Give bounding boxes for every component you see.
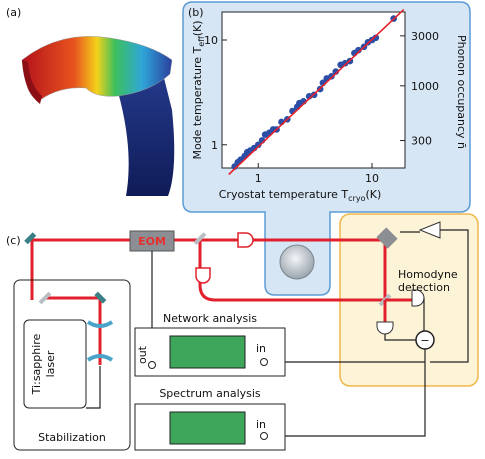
y-title-sub: eff bbox=[197, 36, 206, 47]
laser-label: Ti:sapphire bbox=[30, 333, 43, 395]
port-label: out bbox=[136, 345, 149, 364]
wire bbox=[86, 366, 100, 408]
figure: (a) (b) 1 10 1 10 300 1000 3000 Cryostat tempe… bbox=[0, 0, 485, 459]
isolator bbox=[196, 268, 210, 283]
x-tick-label: 1 bbox=[255, 172, 262, 185]
isolator bbox=[238, 233, 253, 247]
cryostat-window bbox=[280, 245, 314, 279]
y2-tick-label: 1000 bbox=[411, 80, 439, 93]
screen bbox=[170, 336, 245, 368]
homodyne-label: Homodyne bbox=[398, 268, 458, 281]
homodyne-label: detection bbox=[398, 281, 450, 294]
port-label: in bbox=[256, 342, 266, 355]
y-title-text: Mode temperature T bbox=[191, 46, 204, 159]
panel-a: (a) bbox=[6, 6, 174, 196]
y2-tick-label: 3000 bbox=[411, 30, 439, 43]
spectrum-title: Spectrum analysis bbox=[159, 387, 261, 400]
y-tick-label: 1 bbox=[211, 139, 218, 152]
y2-axis-title: Phonon occupancy n̄ bbox=[455, 35, 468, 149]
network-title: Network analysis bbox=[163, 312, 257, 325]
screen bbox=[170, 412, 245, 444]
panel-label: (b) bbox=[188, 6, 204, 19]
stabilization-label: Stabilization bbox=[38, 431, 106, 444]
port bbox=[149, 362, 156, 369]
panel-label: (c) bbox=[6, 234, 21, 247]
panel-label: (a) bbox=[6, 6, 21, 19]
photodiode bbox=[377, 322, 393, 334]
port-label: in bbox=[256, 418, 266, 431]
x-title-unit: (K) bbox=[365, 188, 381, 201]
port bbox=[261, 359, 268, 366]
x-tick-label: 10 bbox=[365, 172, 379, 185]
y2-tick-label: 300 bbox=[411, 135, 432, 148]
laser-label: laser bbox=[44, 350, 57, 377]
port bbox=[261, 433, 268, 440]
y-tick-label: 10 bbox=[204, 34, 218, 47]
x-title-text: Cryostat temperature T bbox=[219, 188, 349, 201]
eom-label: EOM bbox=[138, 235, 166, 248]
subtractor-sign: − bbox=[420, 334, 429, 347]
x-title-sub: cryo bbox=[348, 194, 365, 203]
mirror bbox=[24, 232, 36, 244]
y-title-unit: (K) bbox=[191, 20, 204, 36]
